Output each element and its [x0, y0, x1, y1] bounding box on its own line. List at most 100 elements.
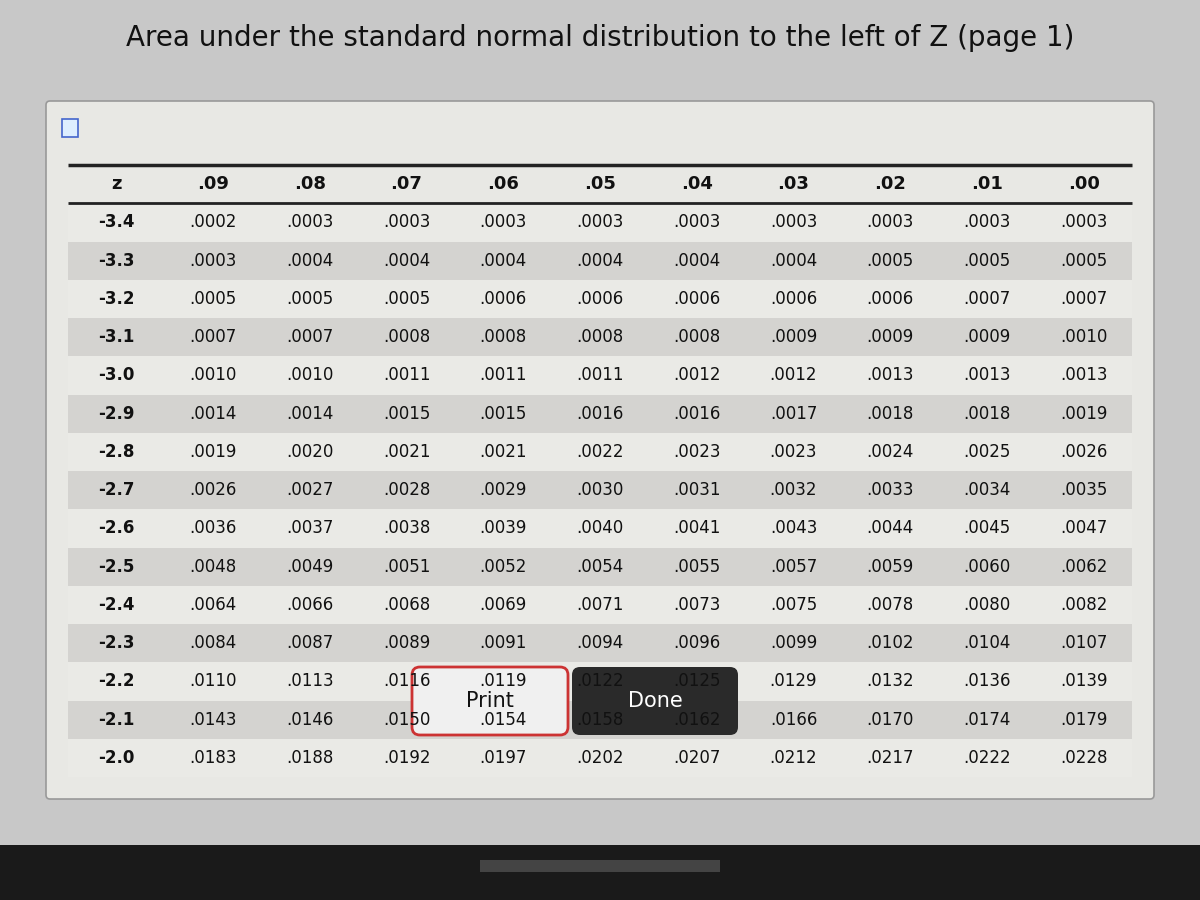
Bar	[68, 318, 1132, 356]
Text: .0049: .0049	[286, 558, 334, 576]
Text: .0013: .0013	[964, 366, 1010, 384]
Text: .0162: .0162	[673, 711, 720, 729]
Text: .0073: .0073	[673, 596, 720, 614]
Text: .0051: .0051	[383, 558, 431, 576]
Text: -2.7: -2.7	[98, 482, 134, 500]
Text: .0010: .0010	[1060, 328, 1108, 346]
Text: .0036: .0036	[190, 519, 236, 537]
Text: .0003: .0003	[673, 213, 720, 231]
Text: .0125: .0125	[673, 672, 720, 690]
Text: .0007: .0007	[964, 290, 1010, 308]
Text: .0031: .0031	[673, 482, 720, 500]
Text: Done: Done	[628, 691, 683, 711]
Text: .0029: .0029	[480, 482, 527, 500]
Text: .0207: .0207	[673, 749, 720, 767]
Text: .0099: .0099	[770, 634, 817, 652]
Bar	[68, 241, 1132, 280]
Text: .07: .07	[391, 176, 422, 194]
Bar	[68, 394, 1132, 433]
Text: .0022: .0022	[576, 443, 624, 461]
Text: .0004: .0004	[480, 252, 527, 270]
Bar	[68, 471, 1132, 509]
Text: .0006: .0006	[576, 290, 624, 308]
Text: .0006: .0006	[770, 290, 817, 308]
Text: .0008: .0008	[576, 328, 624, 346]
Text: .0026: .0026	[1060, 443, 1108, 461]
Bar	[68, 586, 1132, 624]
Text: .0009: .0009	[770, 328, 817, 346]
Text: .0040: .0040	[576, 519, 624, 537]
Text: .0018: .0018	[964, 405, 1010, 423]
Bar	[68, 509, 1132, 547]
Text: .0005: .0005	[1060, 252, 1108, 270]
Text: .0043: .0043	[769, 519, 817, 537]
Text: .0003: .0003	[769, 213, 817, 231]
Text: .0019: .0019	[190, 443, 236, 461]
Text: .0059: .0059	[866, 558, 914, 576]
Text: -2.9: -2.9	[98, 405, 134, 423]
Text: .0192: .0192	[383, 749, 431, 767]
Text: .0143: .0143	[190, 711, 236, 729]
Text: .0146: .0146	[286, 711, 334, 729]
Text: .0212: .0212	[769, 749, 817, 767]
Text: .0012: .0012	[673, 366, 720, 384]
Text: -2.3: -2.3	[98, 634, 134, 652]
Text: .0019: .0019	[1060, 405, 1108, 423]
Text: .0025: .0025	[964, 443, 1010, 461]
Text: .0082: .0082	[1060, 596, 1108, 614]
Text: .0071: .0071	[576, 596, 624, 614]
Text: .0094: .0094	[576, 634, 624, 652]
Text: .0011: .0011	[576, 366, 624, 384]
Text: .0026: .0026	[190, 482, 236, 500]
Bar	[68, 547, 1132, 586]
Text: .0078: .0078	[866, 596, 914, 614]
Text: .0060: .0060	[964, 558, 1010, 576]
Text: .0129: .0129	[769, 672, 817, 690]
FancyBboxPatch shape	[572, 667, 738, 735]
Text: .0039: .0039	[480, 519, 527, 537]
Text: .0027: .0027	[286, 482, 334, 500]
Text: .0005: .0005	[286, 290, 334, 308]
Text: -2.0: -2.0	[98, 749, 134, 767]
Text: .0110: .0110	[190, 672, 236, 690]
Text: .0005: .0005	[190, 290, 236, 308]
Text: .0037: .0037	[286, 519, 334, 537]
Bar	[68, 700, 1132, 739]
Text: .0004: .0004	[770, 252, 817, 270]
Text: .0021: .0021	[480, 443, 527, 461]
Bar	[68, 624, 1132, 662]
Text: .0038: .0038	[383, 519, 431, 537]
Bar	[480, 860, 720, 872]
Text: .0032: .0032	[769, 482, 817, 500]
Text: .0057: .0057	[770, 558, 817, 576]
Text: .0202: .0202	[576, 749, 624, 767]
Text: .0033: .0033	[866, 482, 914, 500]
Text: .0028: .0028	[383, 482, 431, 500]
Text: .0044: .0044	[866, 519, 914, 537]
Text: .0119: .0119	[480, 672, 527, 690]
Text: .0010: .0010	[286, 366, 334, 384]
Text: .0048: .0048	[190, 558, 236, 576]
Text: .0006: .0006	[866, 290, 914, 308]
Bar	[62, 119, 78, 137]
Text: .0011: .0011	[480, 366, 527, 384]
Text: .0016: .0016	[673, 405, 720, 423]
Text: -3.0: -3.0	[98, 366, 134, 384]
Text: .0009: .0009	[866, 328, 914, 346]
Text: .0154: .0154	[480, 711, 527, 729]
Text: .0008: .0008	[383, 328, 430, 346]
Text: .0015: .0015	[480, 405, 527, 423]
Text: .0003: .0003	[383, 213, 431, 231]
Text: .0016: .0016	[576, 405, 624, 423]
Text: .0055: .0055	[673, 558, 720, 576]
Text: .0075: .0075	[770, 596, 817, 614]
Text: .0003: .0003	[480, 213, 527, 231]
Text: .0005: .0005	[383, 290, 430, 308]
Text: .0004: .0004	[576, 252, 624, 270]
FancyBboxPatch shape	[46, 101, 1154, 799]
Text: z: z	[112, 176, 121, 194]
Text: .0080: .0080	[964, 596, 1010, 614]
Text: .0122: .0122	[576, 672, 624, 690]
Text: .0003: .0003	[576, 213, 624, 231]
Text: .0006: .0006	[673, 290, 720, 308]
